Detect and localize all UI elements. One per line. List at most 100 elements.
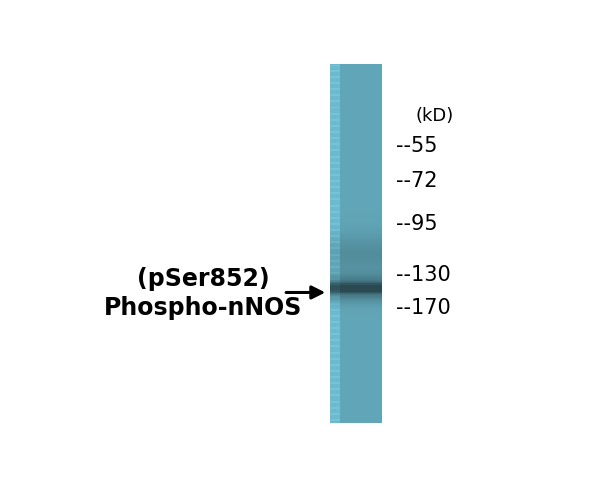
Bar — [331, 276, 340, 278]
Bar — [331, 264, 382, 266]
Bar — [331, 187, 382, 188]
Bar — [331, 404, 382, 406]
Bar — [331, 305, 382, 306]
Bar — [331, 99, 340, 100]
Bar — [331, 114, 382, 116]
Bar — [331, 363, 382, 365]
Bar — [331, 109, 382, 111]
Bar — [331, 316, 340, 317]
Bar — [331, 354, 340, 355]
Bar — [331, 390, 382, 391]
Bar — [331, 213, 340, 214]
Bar — [331, 355, 382, 357]
Bar — [331, 75, 382, 76]
Bar — [331, 279, 382, 280]
Bar — [331, 408, 382, 409]
Bar — [331, 172, 382, 174]
Text: --130: --130 — [396, 264, 451, 284]
Bar — [331, 267, 340, 268]
Bar — [331, 386, 382, 388]
Bar — [331, 81, 382, 82]
Bar — [331, 370, 340, 372]
Bar — [331, 375, 340, 377]
Bar — [331, 281, 340, 283]
Bar — [331, 299, 340, 301]
Bar — [331, 131, 382, 132]
Bar — [331, 268, 340, 270]
Bar — [331, 390, 340, 391]
Bar — [331, 297, 340, 298]
Bar — [331, 366, 340, 367]
Bar — [331, 174, 340, 175]
Bar — [331, 114, 340, 116]
Bar — [331, 102, 382, 104]
Bar — [331, 301, 340, 303]
Bar — [331, 112, 340, 113]
Bar — [331, 68, 340, 69]
Bar — [331, 136, 340, 137]
Bar — [331, 145, 382, 147]
Bar — [331, 417, 382, 419]
Bar — [331, 394, 340, 396]
Bar — [331, 285, 382, 286]
Bar — [331, 249, 340, 250]
Bar — [331, 251, 340, 253]
Bar — [331, 394, 382, 396]
Bar — [331, 118, 382, 119]
Bar — [331, 188, 340, 190]
Bar — [331, 230, 382, 231]
Bar — [331, 213, 382, 214]
Bar — [331, 113, 382, 114]
Bar — [331, 143, 382, 144]
Bar — [331, 299, 382, 301]
Bar — [331, 105, 382, 106]
Bar — [331, 383, 340, 385]
Bar — [331, 416, 340, 417]
Bar — [331, 70, 382, 72]
Bar — [331, 328, 382, 329]
Bar — [331, 125, 382, 126]
Bar — [331, 169, 382, 170]
Bar — [331, 369, 382, 371]
Bar — [331, 130, 382, 131]
Bar — [331, 180, 382, 181]
Bar — [331, 225, 382, 227]
Bar — [331, 218, 382, 219]
Bar — [331, 421, 340, 422]
Bar — [331, 141, 340, 143]
Bar — [331, 217, 340, 218]
Bar — [331, 360, 340, 361]
Bar — [331, 374, 340, 376]
Bar — [331, 226, 340, 228]
Bar — [331, 122, 382, 124]
Bar — [331, 306, 382, 308]
Bar — [331, 328, 340, 329]
Bar — [331, 347, 382, 348]
Bar — [331, 406, 382, 408]
Bar — [331, 321, 340, 323]
Bar — [331, 303, 340, 305]
Bar — [331, 200, 340, 201]
Bar — [331, 189, 340, 191]
Bar — [331, 381, 382, 383]
Text: (pSer852): (pSer852) — [137, 266, 269, 290]
Bar — [331, 382, 382, 384]
Bar — [331, 153, 340, 155]
Bar — [331, 386, 340, 388]
Bar — [331, 118, 340, 119]
Bar — [331, 417, 340, 419]
Bar — [331, 197, 382, 198]
Bar — [331, 69, 382, 70]
Bar — [331, 183, 340, 185]
Bar — [331, 422, 340, 424]
Bar — [331, 318, 382, 319]
Bar — [331, 404, 340, 406]
Bar — [331, 175, 382, 177]
Bar — [331, 146, 382, 148]
Bar — [331, 123, 382, 125]
Bar — [331, 183, 382, 185]
Bar — [331, 351, 340, 353]
Bar — [331, 139, 382, 141]
Bar — [331, 188, 382, 190]
Bar — [331, 372, 382, 373]
